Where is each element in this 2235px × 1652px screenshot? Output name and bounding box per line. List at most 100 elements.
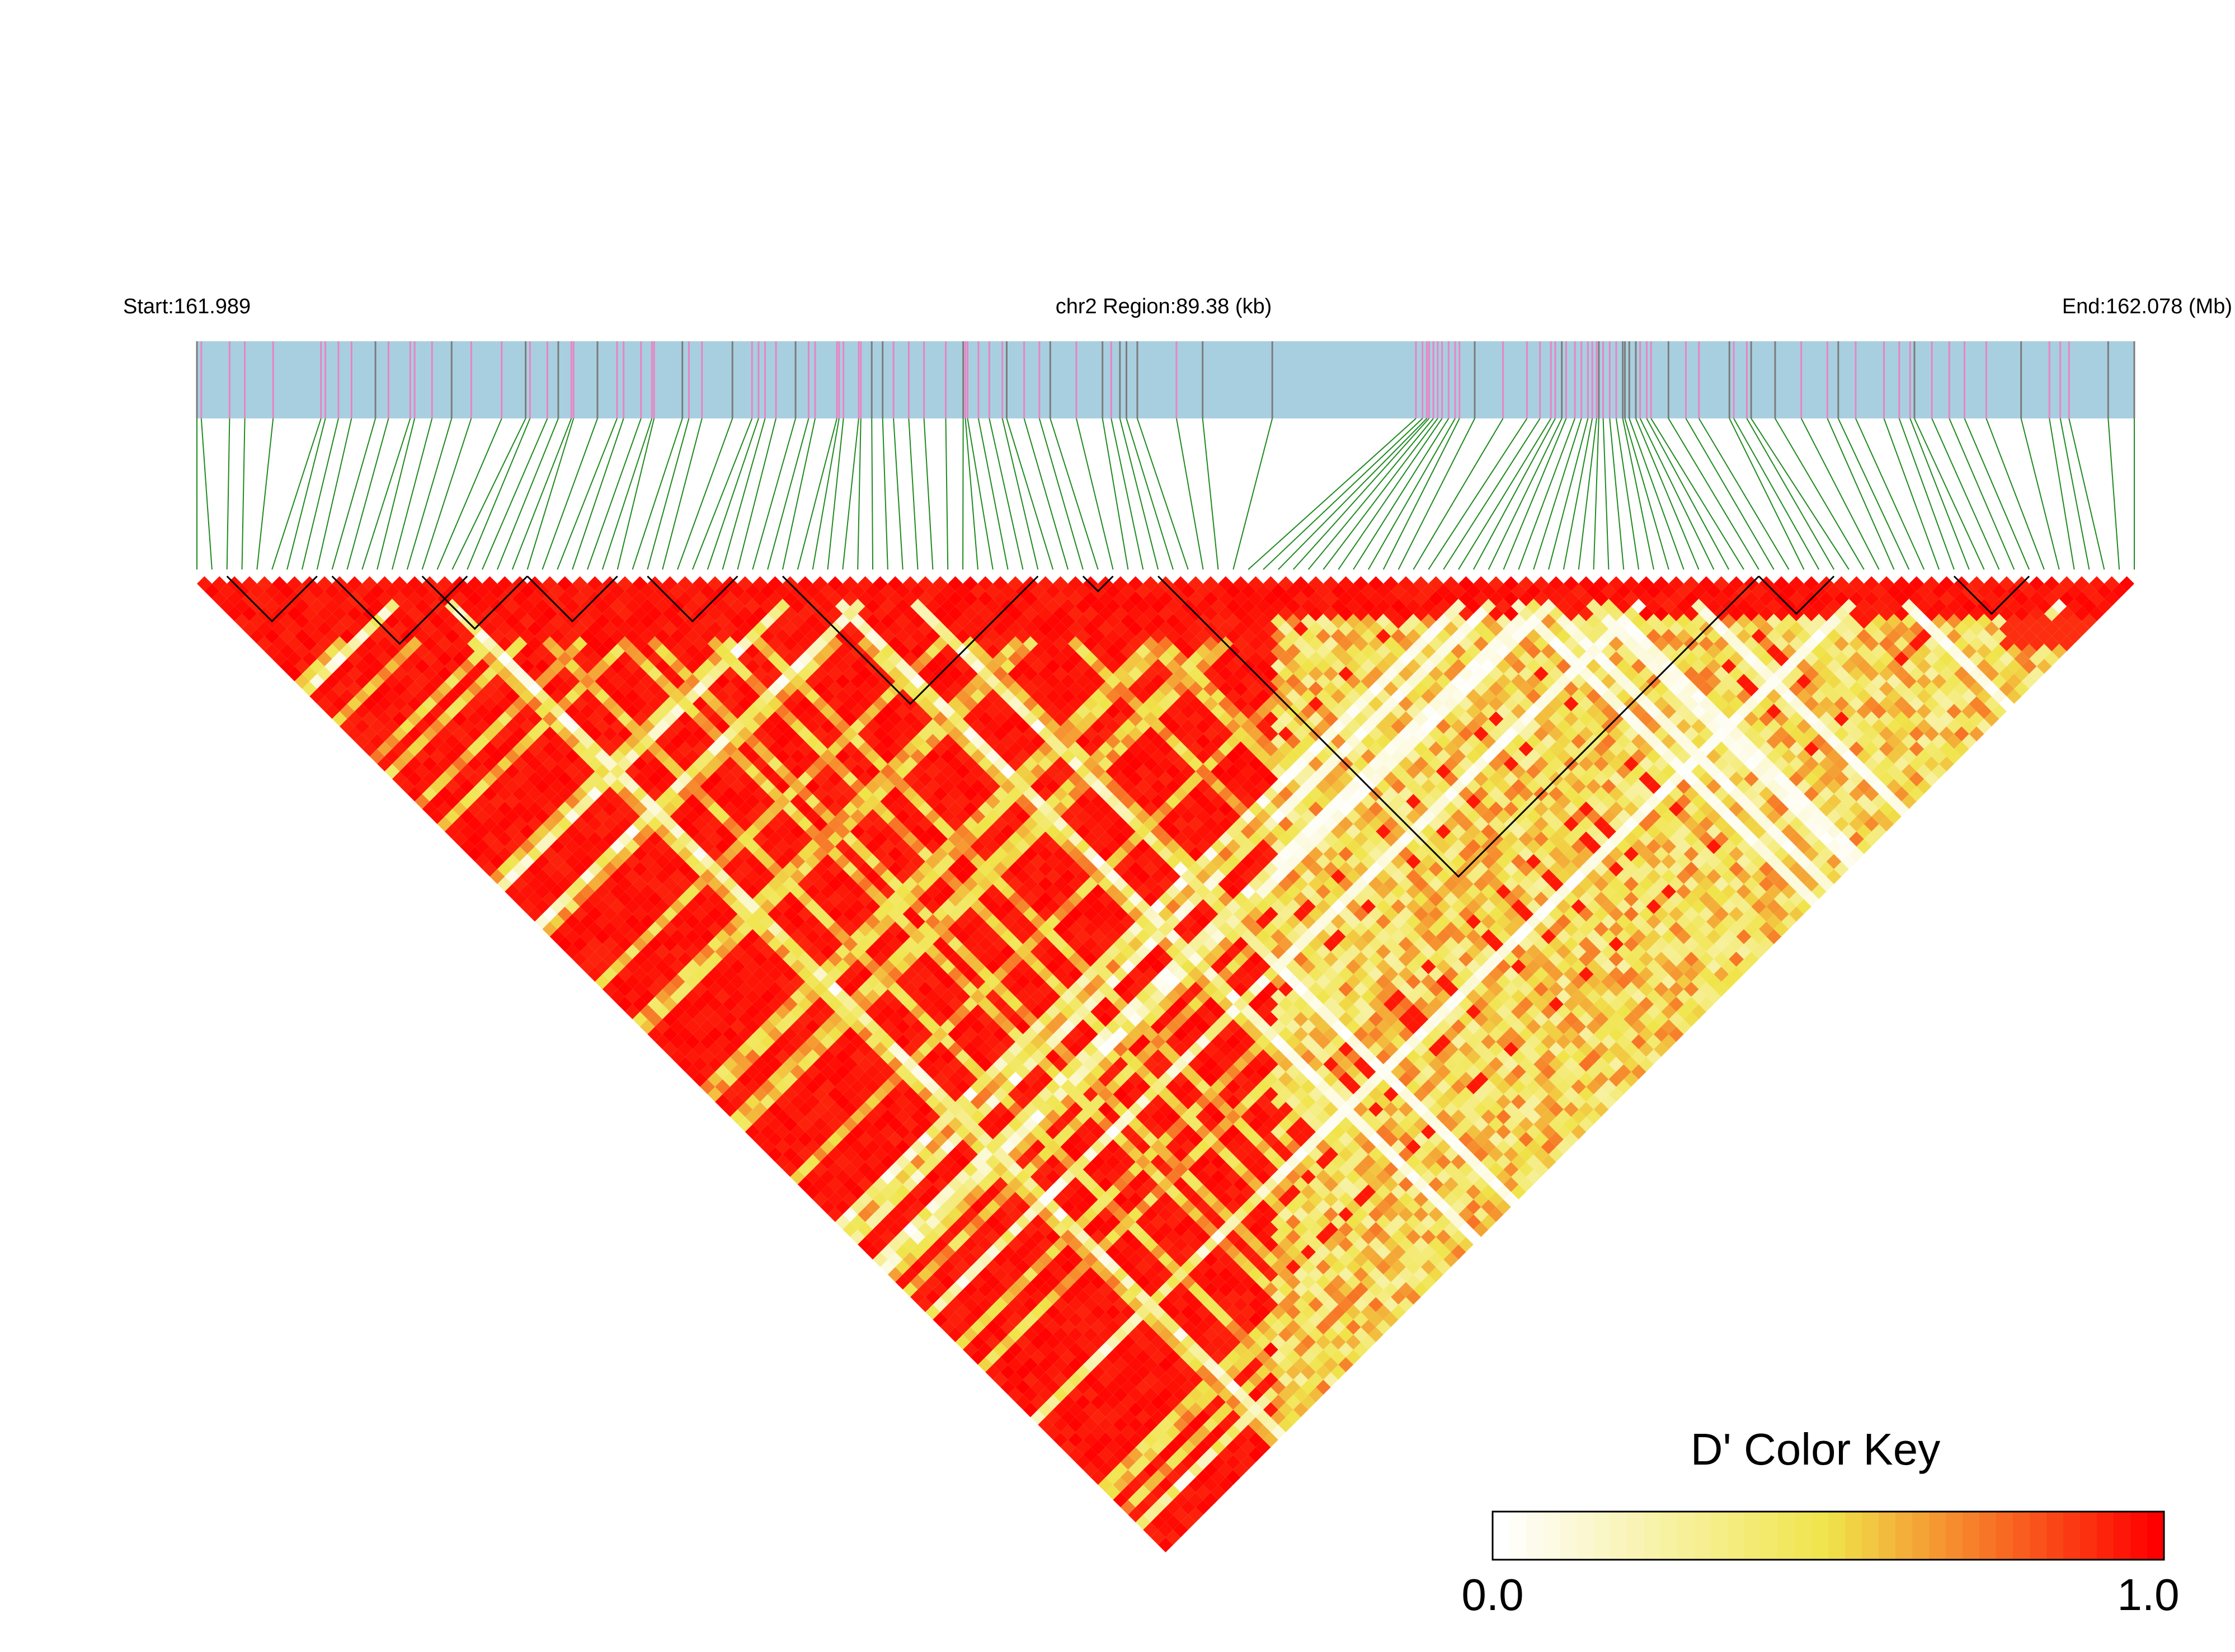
ld-cell xyxy=(392,576,407,591)
ld-cell xyxy=(1143,1267,1159,1282)
ld-cell xyxy=(1301,1380,1316,1395)
ld-cell xyxy=(474,749,490,764)
snp-connector xyxy=(1263,418,1423,570)
ld-cell xyxy=(925,989,940,1005)
ld-cell xyxy=(1196,1349,1211,1365)
ld-cell xyxy=(1240,1334,1256,1350)
ld-cell xyxy=(392,591,407,606)
snp-connector xyxy=(1698,418,1790,570)
snp-connector xyxy=(893,418,904,570)
ld-cell xyxy=(384,733,400,749)
ld-cell xyxy=(782,816,798,832)
ld-cell xyxy=(805,1049,821,1065)
ld-cell xyxy=(490,583,505,599)
ld-cell xyxy=(1015,1139,1031,1155)
snp-connector xyxy=(1646,418,1730,570)
ld-cell xyxy=(474,583,490,599)
ld-cell xyxy=(670,1034,685,1049)
ld-cell xyxy=(887,1057,903,1072)
ld-cell xyxy=(1090,1289,1106,1305)
snp-connector xyxy=(1949,418,2015,570)
ld-cell xyxy=(843,1086,858,1102)
ld-cell xyxy=(595,929,610,944)
ld-cell xyxy=(639,959,655,975)
ld-cell xyxy=(459,823,475,839)
ld-cell xyxy=(377,576,392,591)
ld-cell xyxy=(805,1139,821,1155)
ld-cell xyxy=(647,952,663,967)
ld-cell xyxy=(722,831,738,847)
ld-cell xyxy=(257,636,272,652)
ld-cell xyxy=(948,1312,963,1328)
ld-cell xyxy=(670,674,685,689)
ld-cell xyxy=(557,816,573,832)
ld-cell xyxy=(459,719,475,734)
ld-cell xyxy=(1330,1364,1346,1380)
ld-cell xyxy=(542,696,558,712)
ld-cell xyxy=(858,846,873,862)
ld-cell xyxy=(1165,1529,1181,1545)
ld-cell xyxy=(992,1372,1008,1387)
ld-cell xyxy=(1053,1297,1069,1312)
ld-cell xyxy=(948,1011,963,1027)
ld-cell xyxy=(745,1124,760,1140)
ld-cell xyxy=(858,1207,873,1222)
ld-cell xyxy=(1023,1267,1038,1282)
ld-cell xyxy=(430,643,445,659)
ld-cell xyxy=(662,876,678,892)
ld-cell xyxy=(880,959,896,975)
ld-cell xyxy=(1083,1417,1098,1433)
ld-cell xyxy=(422,681,437,696)
ld-cell xyxy=(332,606,347,622)
ld-cell xyxy=(1135,1380,1151,1395)
ld-cell xyxy=(925,1004,940,1019)
ld-cell xyxy=(1120,1485,1136,1500)
ld-cell xyxy=(1045,1259,1061,1275)
ld-cell xyxy=(497,876,512,892)
ld-cell xyxy=(1098,1447,1113,1462)
snp-connector xyxy=(1909,418,1970,570)
ld-cell xyxy=(602,862,618,877)
ld-cell xyxy=(677,981,693,997)
ld-cell xyxy=(955,959,971,975)
ld-cell xyxy=(437,621,453,637)
ld-cell xyxy=(985,1349,1001,1365)
ld-cell xyxy=(873,981,888,997)
ld-cell xyxy=(602,966,618,982)
ld-cell xyxy=(775,854,791,869)
ld-cell xyxy=(415,794,430,809)
ld-cell xyxy=(1023,1282,1038,1297)
ld-cell xyxy=(459,733,475,749)
ld-cell xyxy=(407,741,422,757)
ld-cell xyxy=(1090,1364,1106,1380)
ld-cell xyxy=(549,689,565,704)
ld-cell xyxy=(1113,1312,1128,1328)
ld-cell xyxy=(992,1147,1008,1162)
ld-cell xyxy=(639,989,655,1005)
ld-cell xyxy=(272,651,288,667)
ld-cell xyxy=(843,1161,858,1177)
ld-cell xyxy=(340,719,355,734)
ld-cell xyxy=(910,1034,925,1049)
ld-cell xyxy=(917,1057,933,1072)
ld-cell xyxy=(354,733,370,749)
ld-cell xyxy=(940,1304,956,1320)
ld-cell xyxy=(1165,1229,1181,1245)
ld-cell xyxy=(1075,1395,1091,1410)
ld-cell xyxy=(542,621,558,637)
ld-cell xyxy=(1000,989,1016,1005)
ld-cell xyxy=(730,839,745,854)
ld-cell xyxy=(317,636,332,652)
ld-cell xyxy=(1196,1289,1211,1305)
ld-cell xyxy=(1113,1462,1128,1477)
ld-cell xyxy=(865,1079,881,1095)
ld-cell xyxy=(497,606,512,622)
ld-cell xyxy=(1196,1259,1211,1275)
ld-cell xyxy=(1098,1477,1113,1493)
ld-cell xyxy=(444,704,460,719)
ld-cell xyxy=(917,921,933,937)
ld-cell xyxy=(324,704,340,719)
ld-cell xyxy=(1023,1237,1038,1253)
ld-cell xyxy=(715,839,730,854)
ld-cell xyxy=(745,839,760,854)
